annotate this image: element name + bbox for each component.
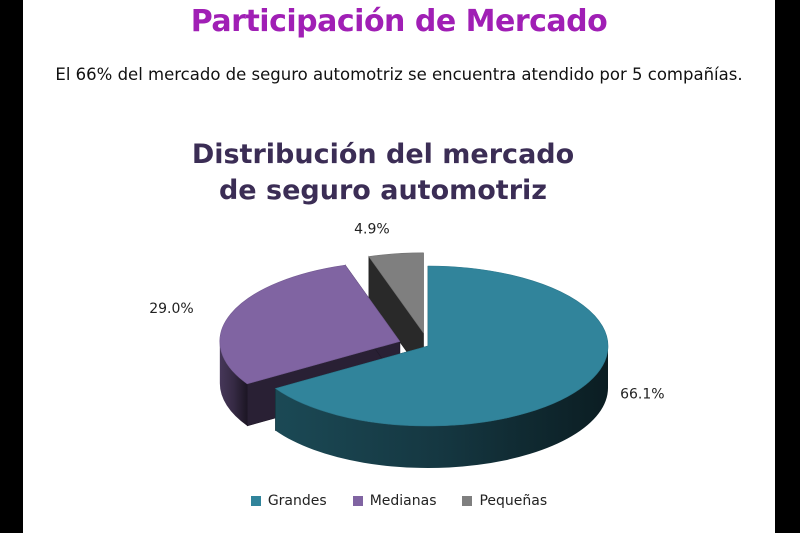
slice-pequenas-top — [368, 252, 424, 334]
chart-title-line-2: de seguro automotriz — [218, 175, 547, 206]
legend-label-pequenas: Pequeñas — [479, 493, 548, 509]
pie-chart: 66.1% 29.0% 4.9% — [149, 221, 665, 468]
legend-swatch-grandes — [250, 496, 261, 506]
chart-legend: Grandes Medianas Pequeñas — [23, 493, 775, 509]
slice-medianas-side — [219, 341, 248, 426]
legend-item-pequenas: Pequeñas — [462, 493, 547, 509]
data-label-pequenas: 4.9% — [354, 221, 390, 237]
slide-title: Participación de Mercado — [190, 4, 608, 39]
slice-grandes-top — [274, 265, 609, 427]
legend-label-grandes: Grandes — [267, 493, 327, 509]
data-label-grandes: 66.1% — [620, 386, 664, 402]
legend-item-grandes: Grandes — [250, 493, 327, 509]
legend-item-medianas: Medianas — [352, 493, 437, 509]
chart-title: Distribución del mercado de seguro autom… — [173, 137, 593, 209]
slide-subtitle: El 66% del mercado de seguro automotriz … — [55, 65, 743, 84]
data-label-medianas: 29.0% — [149, 301, 193, 317]
slice-grandes — [274, 265, 609, 468]
chart-title-line-1: Distribución del mercado — [191, 139, 575, 170]
slice-grandes-side — [275, 346, 608, 468]
slice-medianas-top — [219, 264, 401, 385]
slide: Participación de Mercado El 66% del merc… — [23, 0, 775, 533]
legend-label-medianas: Medianas — [369, 493, 437, 509]
legend-swatch-medianas — [352, 496, 363, 506]
legend-swatch-pequenas — [462, 496, 473, 506]
